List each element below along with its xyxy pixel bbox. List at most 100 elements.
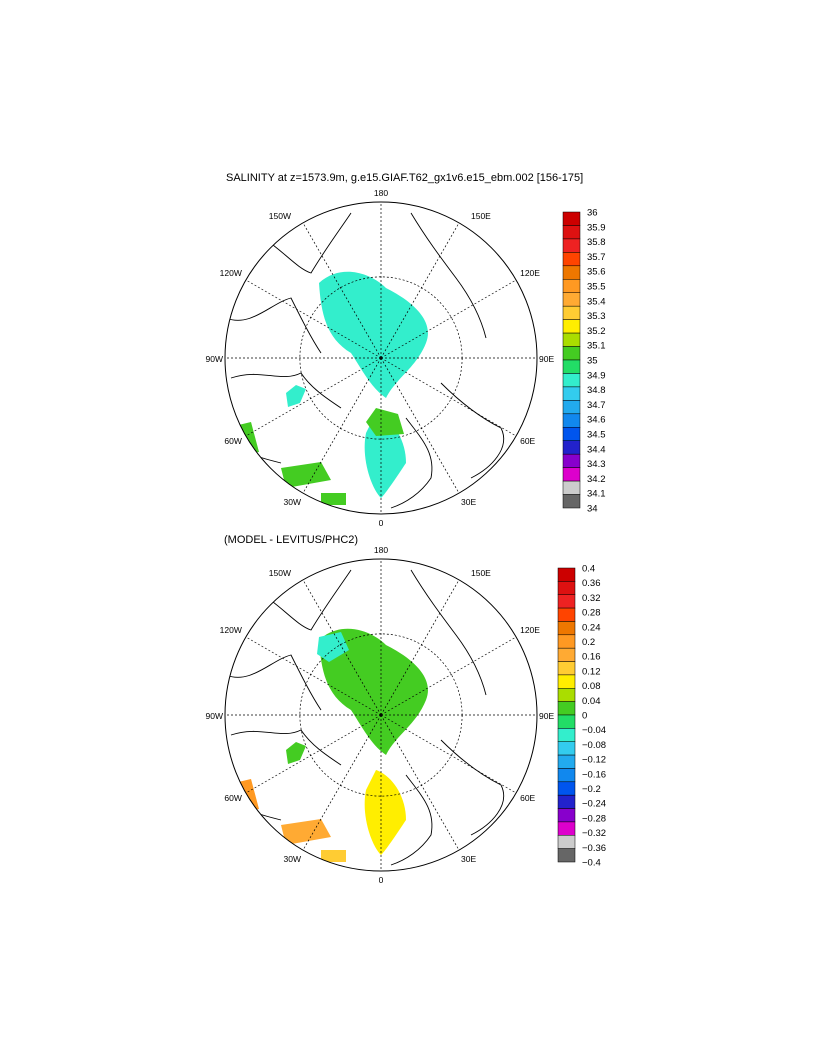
difference-colorbar-tick-label: −0.24 (582, 799, 606, 810)
salinity-colorbar-tick-label: 36 (587, 208, 598, 219)
difference-colorbar-tick-label: 0.4 (582, 564, 595, 575)
salinity-colorbar-tick-label: 34.3 (587, 459, 606, 470)
map-boundary (224, 558, 538, 872)
longitude-label-south: 0 (379, 518, 384, 528)
difference-colorbar-tick-label: 0 (582, 711, 587, 722)
difference-colorbar-swatch (557, 621, 576, 636)
coastline (410, 212, 487, 339)
difference-colorbar-swatch (557, 821, 576, 836)
difference-colorbar-swatch (557, 741, 576, 756)
meridian-line (245, 636, 382, 716)
coastline (225, 654, 322, 711)
lower-panel-title: (MODEL - LEVITUS/PHC2) (224, 534, 359, 546)
salinity-colorbar-tick-label: 35.8 (587, 237, 606, 248)
difference-colorbar-swatch (557, 661, 576, 676)
coastline (230, 729, 342, 766)
difference-colorbar-swatch (557, 754, 576, 769)
difference-colorbar-swatch (557, 768, 576, 783)
map-interior (225, 202, 537, 514)
salinity-colorbar-swatch (562, 292, 581, 307)
difference-colorbar-tick-label: 0.32 (582, 593, 601, 604)
difference-colorbar-swatch (557, 794, 576, 809)
meridian-line (245, 279, 382, 359)
salinity-colorbar-tick-label: 34.5 (587, 430, 606, 441)
difference-colorbar-tick-label: −0.36 (582, 843, 606, 854)
longitude-label-nw1: 150W (269, 568, 291, 578)
difference-colorbar-swatch (557, 808, 576, 823)
meridian-line (380, 222, 460, 359)
coastline (225, 297, 322, 354)
meridian-line (380, 357, 460, 494)
salinity-colorbar-swatch (562, 332, 581, 347)
longitude-label-se2: 30E (461, 854, 476, 864)
difference-colorbar-tick-label: 0.16 (582, 652, 601, 663)
longitude-label-nw2: 120W (220, 625, 242, 635)
salinity-colorbar-swatch (562, 346, 581, 361)
salinity-colorbar-tick-label: 35.5 (587, 282, 606, 293)
data-field (281, 462, 331, 488)
longitude-label-north: 180 (374, 188, 388, 198)
difference-colorbar-tick-label: −0.16 (582, 769, 606, 780)
difference-colorbar-swatch (557, 728, 576, 742)
salinity-colorbar-tick-label: 34.9 (587, 370, 606, 381)
salinity-colorbar-swatch (562, 386, 581, 401)
salinity-colorbar-tick-label: 34.7 (587, 400, 606, 411)
difference-colorbar-tick-label: 0.36 (582, 578, 601, 589)
meridian-line (380, 579, 460, 716)
salinity-colorbar-swatch (562, 453, 581, 468)
data-field (319, 271, 428, 398)
longitude-label-west: 90W (206, 354, 223, 364)
salinity-colorbar-swatch (562, 359, 581, 374)
salinity-colorbar-tick-label: 35.3 (587, 311, 606, 322)
difference-colorbar-tick-label: 0.24 (582, 622, 601, 633)
difference-colorbar-tick-label: −0.04 (582, 725, 606, 736)
meridian-line (380, 279, 517, 359)
salinity-colorbar-tick-label: 34.2 (587, 474, 606, 485)
salinity-colorbar-swatch (562, 211, 581, 226)
salinity-map-panel: 180 0 90E 90W 150W 150E 120W 120E 60W 60E 30W 30E (206, 188, 555, 528)
salinity-colorbar-swatch (562, 440, 581, 455)
meridian-line (302, 714, 382, 851)
difference-colorbar-tick-label: −0.28 (582, 813, 606, 824)
meridian-line (380, 636, 517, 716)
longitude-label-ne1: 150E (471, 568, 491, 578)
data-field (321, 850, 346, 862)
longitude-label-ne1: 150E (471, 211, 491, 221)
salinity-colorbar-swatch (562, 427, 581, 441)
meridian-line (302, 579, 382, 716)
longitude-label-nw2: 120W (220, 268, 242, 278)
salinity-colorbar-tick-label: 34 (587, 504, 598, 515)
coastline (390, 774, 433, 866)
difference-colorbar-tick-label: −0.12 (582, 755, 606, 766)
data-field (286, 742, 306, 764)
difference-colorbar-swatch (557, 701, 576, 716)
coastline (230, 372, 342, 409)
salinity-colorbar-swatch (562, 225, 581, 240)
data-field (317, 632, 349, 662)
meridian-line (380, 714, 517, 794)
salinity-colorbar-swatch (562, 400, 581, 415)
coastline (255, 212, 352, 274)
difference-colorbar-tick-label: 0.2 (582, 637, 595, 648)
salinity-colorbar-tick-label: 34.8 (587, 385, 606, 396)
meridian-line (245, 357, 382, 437)
salinity-colorbar-swatch (562, 252, 581, 267)
longitude-label-se1: 60E (520, 436, 535, 446)
difference-colorbar-swatch (557, 835, 576, 849)
meridian-line (380, 357, 517, 437)
salinity-colorbar-tick-label: 35.9 (587, 222, 606, 233)
longitude-label-sw2: 30W (284, 497, 301, 507)
longitude-label-east: 90E (539, 354, 554, 364)
data-field (319, 628, 428, 755)
meridian-line (245, 714, 382, 794)
difference-colorbar-swatch (557, 781, 576, 796)
salinity-colorbar-tick-label: 34.1 (587, 489, 606, 500)
longitude-label-south: 0 (379, 875, 384, 885)
difference-colorbar-swatch (557, 674, 576, 689)
longitude-label-nw1: 150W (269, 211, 291, 221)
salinity-colorbar-tick-label: 34.6 (587, 415, 606, 426)
data-field (366, 408, 404, 436)
salinity-colorbar: 36 35.9 35.8 35.7 35.6 35.5 35.4 35.3 35.2 35.1 35… (562, 208, 606, 515)
difference-colorbar-swatch (557, 714, 576, 729)
